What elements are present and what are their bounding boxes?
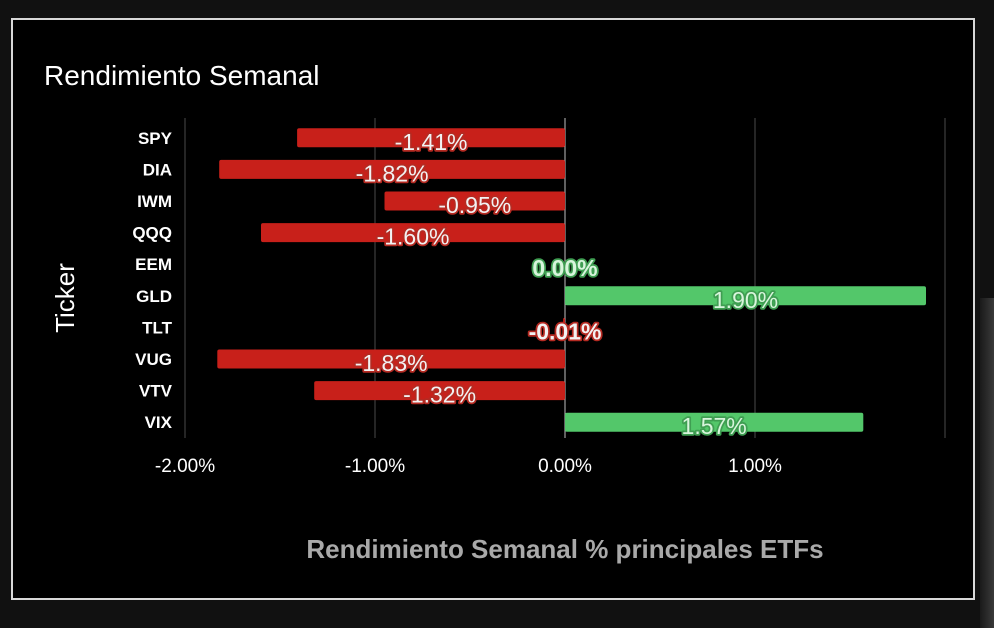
data-label-vtv: -1.32% (403, 382, 476, 408)
data-label-iwm: -0.95% (438, 192, 511, 218)
y-tick-labels: SPY DIA IWM QQQ EEM GLD TLT VUG VTV VIX (132, 129, 172, 432)
data-label-vix: 1.57% (682, 413, 747, 439)
y-tick-label: QQQ (132, 224, 172, 243)
y-axis-title: Ticker (50, 263, 80, 333)
bar-dia (219, 159, 565, 179)
bar-iwm (384, 191, 565, 211)
y-tick-label: VIX (145, 413, 173, 432)
data-label-vug: -1.83% (355, 350, 428, 376)
bars (217, 128, 926, 432)
x-tick-label: -2.00% (155, 456, 215, 477)
x-tick-label: 1.00% (728, 456, 782, 477)
data-labels: -1.41% -1.82% -0.95% -1.60% 0.00% 1.90% -0.01%… (353, 127, 780, 441)
x-tick-labels: -2.00% -1.00% 0.00% 1.00% (155, 456, 782, 477)
page-edge-shadow (980, 298, 994, 628)
y-tick-label: GLD (136, 287, 172, 306)
data-label-spy: -1.41% (395, 129, 468, 155)
y-tick-label: VUG (135, 350, 172, 369)
y-tick-label: IWM (137, 192, 172, 211)
x-tick-label: 0.00% (538, 456, 592, 477)
y-tick-label: SPY (138, 129, 173, 148)
y-tick-label: TLT (142, 318, 173, 337)
data-label-gld: 1.90% (713, 287, 778, 313)
chart-frame (11, 18, 975, 600)
x-tick-label: -1.00% (345, 456, 405, 477)
bar-qqq (261, 223, 565, 243)
bar-vtv (314, 381, 565, 401)
bar-vug (217, 349, 566, 369)
data-label-eem: 0.00% (532, 255, 597, 281)
bar-spy (297, 128, 565, 148)
data-label-tlt: -0.01% (529, 318, 602, 344)
data-label-qqq: -1.60% (377, 224, 450, 250)
bar-gld (565, 286, 926, 306)
y-tick-label: EEM (135, 255, 172, 274)
x-axis-title: Rendimiento Semanal % principales ETFs (306, 534, 823, 564)
bar-tlt (563, 317, 565, 337)
data-label-dia: -1.82% (356, 160, 429, 186)
bar-vix (565, 412, 864, 432)
y-tick-label: DIA (143, 160, 172, 179)
y-tick-label: VTV (139, 382, 173, 401)
chart-title: Rendimiento Semanal (44, 60, 320, 91)
